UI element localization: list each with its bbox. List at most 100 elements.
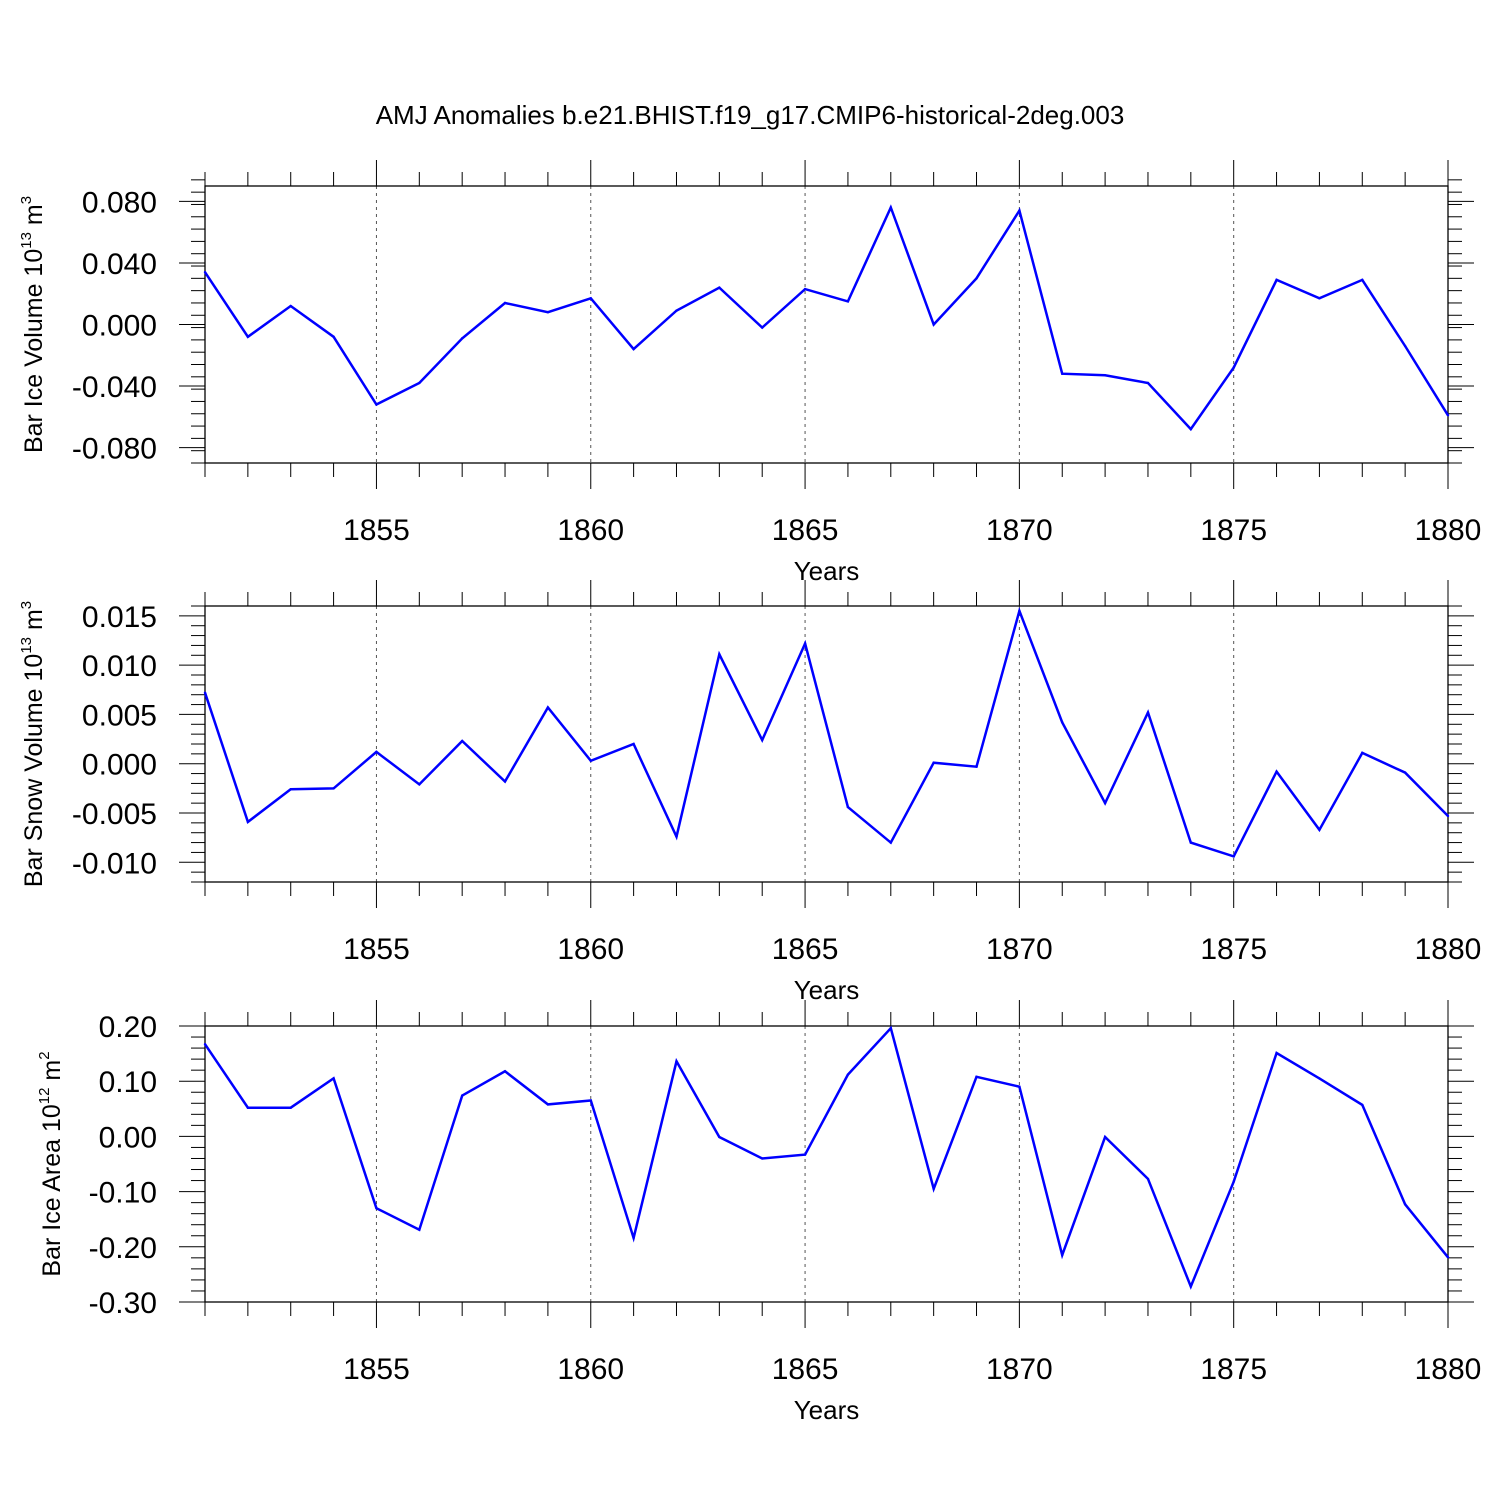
data-point xyxy=(803,1153,807,1156)
y-tick-label: 0.20 xyxy=(99,1011,157,1044)
x-tick-label: 1860 xyxy=(557,933,624,966)
y-axis-label-unit-exponent: 2 xyxy=(36,1051,53,1059)
data-point xyxy=(332,787,335,790)
x-tick-label: 1860 xyxy=(557,514,624,547)
chart-title: AMJ Anomalies b.e21.BHIST.f19_g17.CMIP6-… xyxy=(376,100,1125,130)
plot-frame xyxy=(204,1025,1449,1303)
data-point xyxy=(932,1187,935,1191)
data-point xyxy=(889,1027,892,1030)
data-point xyxy=(203,270,207,274)
x-tick-label: 1855 xyxy=(343,514,410,547)
data-point xyxy=(375,1206,378,1210)
x-tick-label: 1880 xyxy=(1415,1353,1482,1386)
x-tick-label: 1865 xyxy=(772,514,839,547)
y-tick-label: -0.10 xyxy=(89,1177,157,1210)
data-point xyxy=(889,841,892,844)
y-tick-label: 0.005 xyxy=(82,699,157,732)
data-point xyxy=(932,761,935,764)
data-point xyxy=(1018,209,1021,212)
data-point xyxy=(418,381,421,385)
data-point xyxy=(546,1103,550,1106)
data-point xyxy=(1361,751,1364,755)
x-tick-label: 1870 xyxy=(986,933,1053,966)
y-tick-label: -0.080 xyxy=(72,433,157,466)
y-axis-label: Bar Ice Volume 1013 m3 xyxy=(18,196,48,453)
data-point xyxy=(975,1075,978,1078)
data-point xyxy=(1061,721,1064,724)
y-tick-label: -0.005 xyxy=(72,798,157,831)
data-point xyxy=(889,206,892,209)
plot-frame xyxy=(204,185,1449,464)
data-point xyxy=(1146,1177,1150,1181)
data-point xyxy=(418,1228,421,1231)
data-point xyxy=(632,347,635,351)
y-tick-label: 0.000 xyxy=(82,310,157,343)
data-point xyxy=(1318,297,1321,300)
y-tick-label: -0.30 xyxy=(89,1287,157,1320)
y-tick-label: 0.000 xyxy=(82,749,157,782)
x-tick-label: 1855 xyxy=(343,1353,410,1386)
y-axis-label-exponent: 13 xyxy=(18,637,35,654)
data-point xyxy=(761,326,764,329)
y-axis-label-unit-exponent: 3 xyxy=(18,196,35,204)
y-tick-label: -0.20 xyxy=(89,1232,157,1265)
data-point xyxy=(1275,278,1278,282)
data-point xyxy=(460,1094,464,1097)
data-point xyxy=(1403,344,1407,348)
data-point xyxy=(675,835,678,838)
x-tick-label: 1880 xyxy=(1415,933,1482,966)
y-tick-label: 0.00 xyxy=(99,1121,157,1154)
data-point xyxy=(503,1070,507,1073)
y-axis-label-unit: m xyxy=(38,1060,66,1088)
data-point xyxy=(1061,372,1064,375)
data-point xyxy=(589,759,592,762)
ice-volume-panel: 0.080 0.040 0.000 -0.040 -0.080 1855 1860 1865 1… xyxy=(18,160,1481,586)
y-axis-label-text: Bar Ice Volume 10 xyxy=(20,249,48,453)
data-point xyxy=(1103,1135,1107,1139)
data-point xyxy=(1018,609,1021,613)
y-tick-label: -0.040 xyxy=(72,371,157,404)
data-point xyxy=(1446,814,1450,818)
data-point xyxy=(718,1135,721,1139)
x-tick-label: 1855 xyxy=(343,933,410,966)
data-point xyxy=(203,1043,207,1046)
data-point xyxy=(846,805,850,809)
data-point xyxy=(1189,841,1193,844)
data-point xyxy=(718,653,721,656)
data-point xyxy=(1318,828,1321,831)
data-point xyxy=(375,403,378,406)
x-tick-label: 1875 xyxy=(1200,933,1267,966)
data-point xyxy=(1232,1180,1235,1183)
data-point xyxy=(675,309,678,312)
data-point xyxy=(332,335,335,339)
data-point xyxy=(1232,855,1235,858)
data-point xyxy=(1403,771,1407,774)
series-line xyxy=(203,1025,1449,1290)
data-point xyxy=(246,335,250,339)
data-point xyxy=(246,1106,250,1109)
y-axis-label-exponent: 12 xyxy=(36,1088,53,1105)
y-tick-label: 0.040 xyxy=(82,248,157,281)
data-point xyxy=(1446,414,1450,417)
y-axis-label-unit-exponent: 3 xyxy=(18,601,35,609)
y-tick-label: 0.080 xyxy=(82,186,157,219)
y-axis-label-text: Bar Ice Area 10 xyxy=(38,1104,66,1276)
data-point xyxy=(803,287,807,291)
y-tick-label: 0.010 xyxy=(82,650,157,683)
data-point xyxy=(546,706,550,709)
x-tick-label: 1865 xyxy=(772,933,839,966)
data-point xyxy=(1146,381,1150,385)
data-point xyxy=(1318,1077,1321,1080)
y-axis-label: Bar Snow Volume 1013 m3 xyxy=(18,601,48,887)
data-point xyxy=(675,1060,678,1063)
y-axis-label-unit: m xyxy=(20,609,48,637)
data-point xyxy=(1361,278,1364,282)
data-point xyxy=(632,1236,635,1240)
x-axis-label: Years xyxy=(794,1395,860,1425)
data-point xyxy=(632,742,635,746)
data-point xyxy=(375,750,378,754)
data-point xyxy=(1189,427,1193,431)
data-point xyxy=(460,739,464,743)
data-point xyxy=(761,1157,764,1160)
